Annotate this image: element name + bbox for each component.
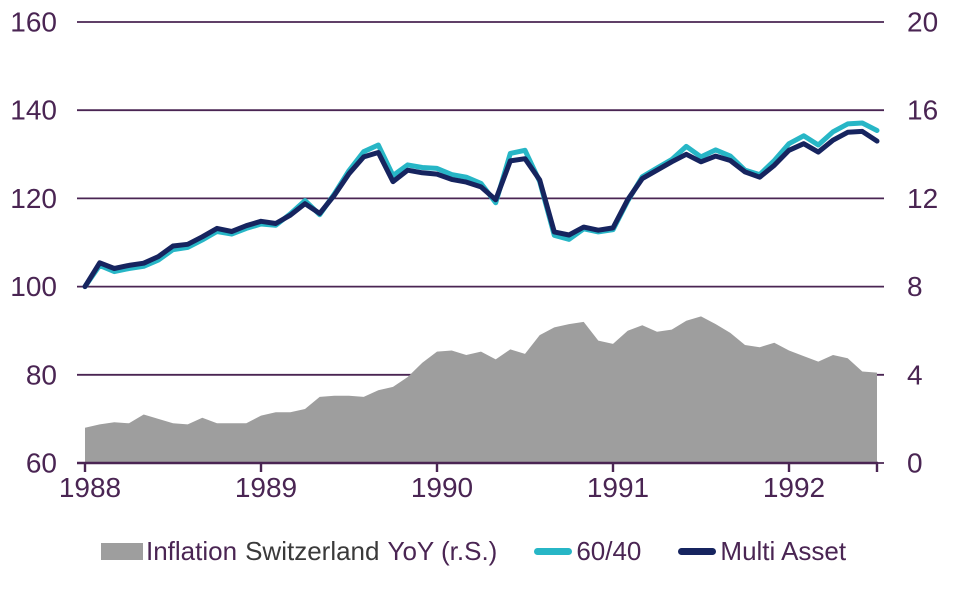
left-axis-tick-label: 140	[10, 95, 57, 126]
left-axis-tick-label: 100	[10, 271, 57, 302]
right-axis-tick-label: 0	[907, 448, 923, 479]
x-tick-label: 1989	[235, 472, 297, 503]
left-axis-tick-label: 160	[10, 7, 57, 38]
x-tick-label: 1990	[411, 472, 473, 503]
right-axis-tick-label: 12	[907, 183, 938, 214]
left-axis-tick-label: 60	[26, 448, 57, 479]
right-axis-tick-label: 4	[907, 359, 923, 390]
x-tick-label: 1992	[763, 472, 825, 503]
right-axis-tick-label: 8	[907, 271, 923, 302]
line-swatch-60-40	[534, 547, 573, 555]
legend-label-yoy: YoY (r.S.)	[387, 536, 498, 566]
line-multi-asset	[82, 128, 880, 290]
legend-item-inflation: Inflation Switzerland YoY (r.S.)	[101, 536, 497, 566]
legend-label-multi-asset: Multi Asset	[720, 536, 847, 566]
legend-label-inflation: Inflation	[146, 536, 238, 566]
legend-item-multi-asset: Multi Asset	[678, 536, 846, 566]
inflation-area	[85, 316, 877, 463]
right-axis-tick-label: 16	[907, 95, 938, 126]
left-axis-tick-label: 120	[10, 183, 57, 214]
left-axis-tick-label: 80	[26, 359, 57, 390]
right-axis-tick-label: 20	[907, 7, 938, 38]
inflation-area-swatch	[101, 542, 143, 560]
legend-item-60-40: 60/40	[534, 536, 641, 566]
line-60-40	[82, 120, 880, 290]
x-tick-label: 1988	[59, 472, 121, 503]
chart-legend: Inflation Switzerland YoY (r.S.) 60/40 M…	[101, 536, 846, 566]
x-tick-label: 1991	[587, 472, 649, 503]
line-swatch-multi-asset	[678, 547, 717, 555]
legend-label-country: Switzerland	[245, 536, 380, 566]
legend-label-60-40: 60/40	[576, 536, 642, 566]
